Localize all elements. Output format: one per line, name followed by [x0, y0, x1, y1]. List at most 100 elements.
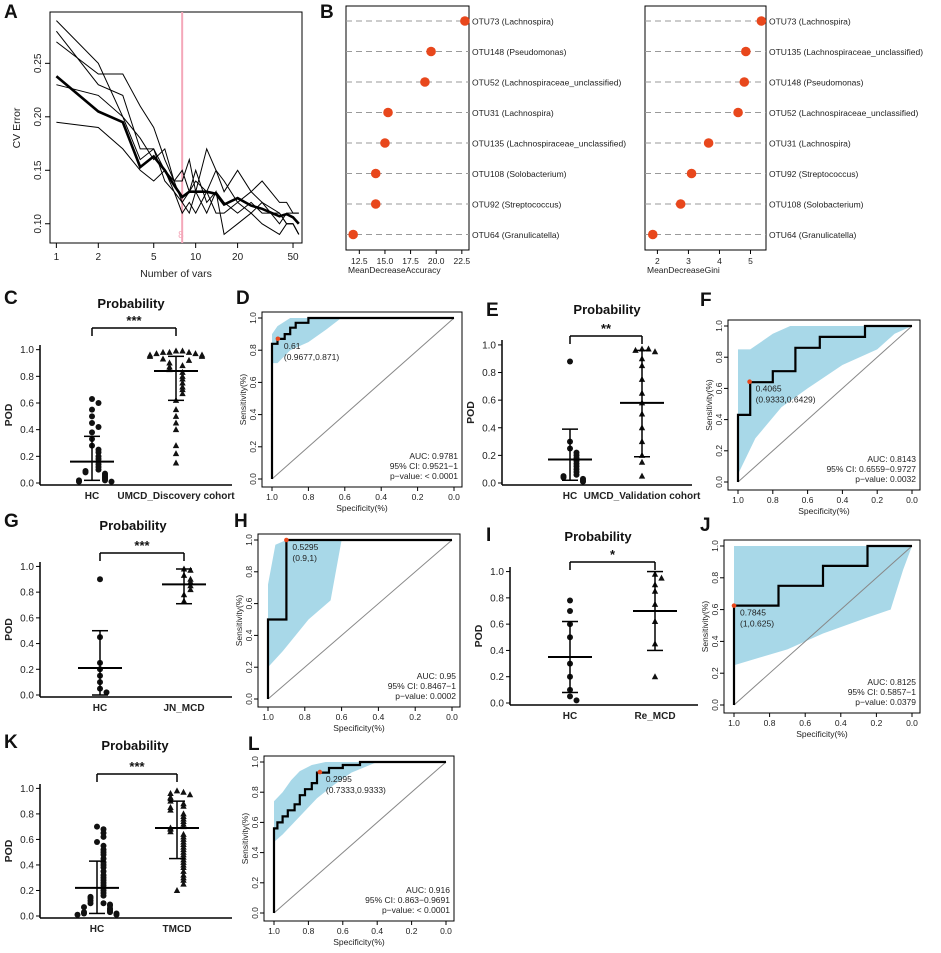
panel-c-hc-point	[89, 406, 95, 413]
panel-k-hc-point	[74, 911, 81, 918]
panel-c-hc-point	[89, 413, 95, 420]
panel-k-ytick-label: 1.0	[20, 784, 34, 795]
panel-h-pvalue: p−value: 0.0002	[395, 691, 456, 701]
panel-c-case-point	[159, 348, 167, 355]
panel-j-ytick-label: 1.0	[710, 540, 720, 552]
panel-a-ytick-label: 0.20	[33, 107, 44, 127]
panel-c-ytick-label: 1.0	[20, 345, 34, 356]
panel-c-hc-point	[102, 477, 108, 484]
panel-b-gini-dot	[739, 77, 750, 87]
panel-c-case-point	[172, 442, 180, 449]
panel-e-group2-label: UMCD_Validation cohort	[584, 491, 701, 502]
panel-i-ytick-label: 0.6	[490, 620, 504, 631]
panel-a-mean-line	[55, 75, 300, 225]
panel-a-xtick-label: 20	[232, 252, 244, 263]
panel-l-ytick-label: 0.0	[250, 907, 260, 919]
panel-c-case-point	[166, 348, 173, 355]
panel-k-group1-label: HC	[90, 924, 104, 935]
panel-a-ylabel: CV Error	[11, 107, 23, 148]
panel-a-frame	[49, 11, 303, 244]
panel-i-ylabel: POD	[473, 624, 485, 647]
panel-h-xtick-label: 0.0	[446, 712, 458, 722]
panel-d-xtick-label: 0.6	[339, 492, 351, 502]
panel-l-frame	[263, 755, 455, 922]
panel-d-xlabel: Specificity(%)	[336, 503, 388, 513]
panel-j-ylabel: Sensitivity(%)	[700, 601, 710, 653]
panel-b-acc-label: OTU64 (Granulicatella)	[472, 230, 560, 240]
panel-b-gini-dot	[733, 107, 743, 118]
panel-b-acc-label: OTU92 (Streptococcus)	[472, 200, 561, 210]
panel-e-group1-label: HC	[563, 491, 577, 502]
panel-h-label: H	[234, 511, 248, 532]
panel-k-ytick-label: 0.4	[20, 860, 34, 871]
panel-l-xlabel: Specificity(%)	[333, 937, 385, 947]
panel-i-case-point	[658, 574, 665, 581]
panel-d-ytick-label: 1.0	[248, 312, 258, 324]
panel-k-title: Probability	[101, 738, 169, 753]
panel-h-xlabel: Specificity(%)	[333, 723, 385, 733]
panel-c-case-point	[166, 359, 173, 366]
panel-i-group1-label: HC	[563, 711, 577, 722]
panel-c-label: C	[4, 288, 18, 309]
panel-b-acc-dot	[380, 138, 390, 148]
panel-f-xtick-label: 0.6	[802, 495, 814, 505]
panel-l-ylabel: Sensitivity(%)	[240, 813, 250, 865]
panel-k-case-point	[180, 864, 187, 871]
panel-k-hc-point	[100, 900, 107, 907]
panel-g-ytick-label: 0.6	[20, 613, 34, 624]
panel-g-ytick-label: 0.2	[20, 665, 34, 676]
panel-c-ytick-label: 0.4	[20, 425, 34, 436]
panel-f-frame	[727, 319, 921, 491]
panel-b-acc-tick-label: 20.0	[428, 256, 445, 266]
panel-l-xtick-label: 0.2	[406, 926, 418, 936]
panel-d-xtick-label: 0.2	[412, 492, 424, 502]
panel-l-diagonal	[273, 761, 447, 914]
panel-e-ytick-label: 0.0	[482, 479, 496, 490]
panel-k-ylabel: POD	[3, 839, 15, 862]
panel-f-roc-curve	[736, 324, 912, 482]
panel-b-acc-dot	[383, 107, 393, 118]
panel-g-label: G	[4, 511, 19, 532]
panel-j-xtick-label: 0.0	[906, 718, 918, 728]
panel-g-hc-point	[97, 576, 103, 583]
panel-c-case-point	[179, 386, 186, 393]
panel-k-ytick-label: 0.8	[20, 809, 34, 820]
panel-f-xtick-label: 0.4	[836, 495, 848, 505]
panel-b-acc-tick-label: 17.5	[402, 256, 419, 266]
panel-b-gini-tick-label: 4	[717, 256, 722, 266]
panel-f-ytick-label: 0.4	[714, 413, 724, 425]
panel-i-significance: *	[610, 547, 616, 562]
panel-b-gini-dot	[756, 16, 767, 26]
panel-k-hc-point	[94, 823, 100, 830]
panel-h-diagonal	[267, 539, 453, 700]
panel-c-significance: ***	[126, 313, 142, 328]
panel-c-title: Probability	[97, 296, 165, 311]
panel-k-case-point	[180, 788, 187, 795]
panel-e-title: Probability	[573, 302, 641, 317]
panel-j-best-point	[731, 603, 737, 608]
panel-k-ytick-label: 0.2	[20, 886, 34, 897]
panel-f-xlabel: Specificity(%)	[798, 506, 850, 516]
panel-j-ci: 95% CI: 0.5857−1	[848, 687, 917, 697]
panel-e-label: E	[486, 300, 499, 321]
panel-l-ytick-label: 0.2	[250, 877, 260, 889]
panel-c-hc-point	[76, 478, 82, 485]
panel-f-pvalue: p−value: 0.0032	[855, 474, 916, 484]
panel-i-ytick-label: 0.0	[490, 699, 504, 710]
panel-l-xtick-label: 0.6	[337, 926, 349, 936]
panel-j-auc: AUC: 0.8125	[867, 677, 916, 687]
panel-c-ylabel: POD	[3, 403, 15, 426]
panel-a-fold-line	[56, 41, 300, 235]
panel-j-ytick-label: 0.8	[710, 572, 720, 584]
panel-k-case-point	[186, 791, 194, 798]
panel-a-xtick-label: 10	[190, 252, 202, 263]
panel-g-ytick-label: 0.4	[20, 639, 34, 650]
panel-j-xtick-label: 0.8	[764, 718, 776, 728]
panel-k-hc-point	[100, 892, 107, 899]
panel-j-ytick-label: 0.2	[710, 667, 720, 679]
panel-j-ytick-label: 0.4	[710, 635, 720, 647]
panel-a-fold-line	[56, 20, 299, 225]
panel-g-case-point	[187, 578, 194, 585]
panel-c-hc-point	[95, 466, 102, 473]
panel-k-case-point	[180, 876, 187, 883]
